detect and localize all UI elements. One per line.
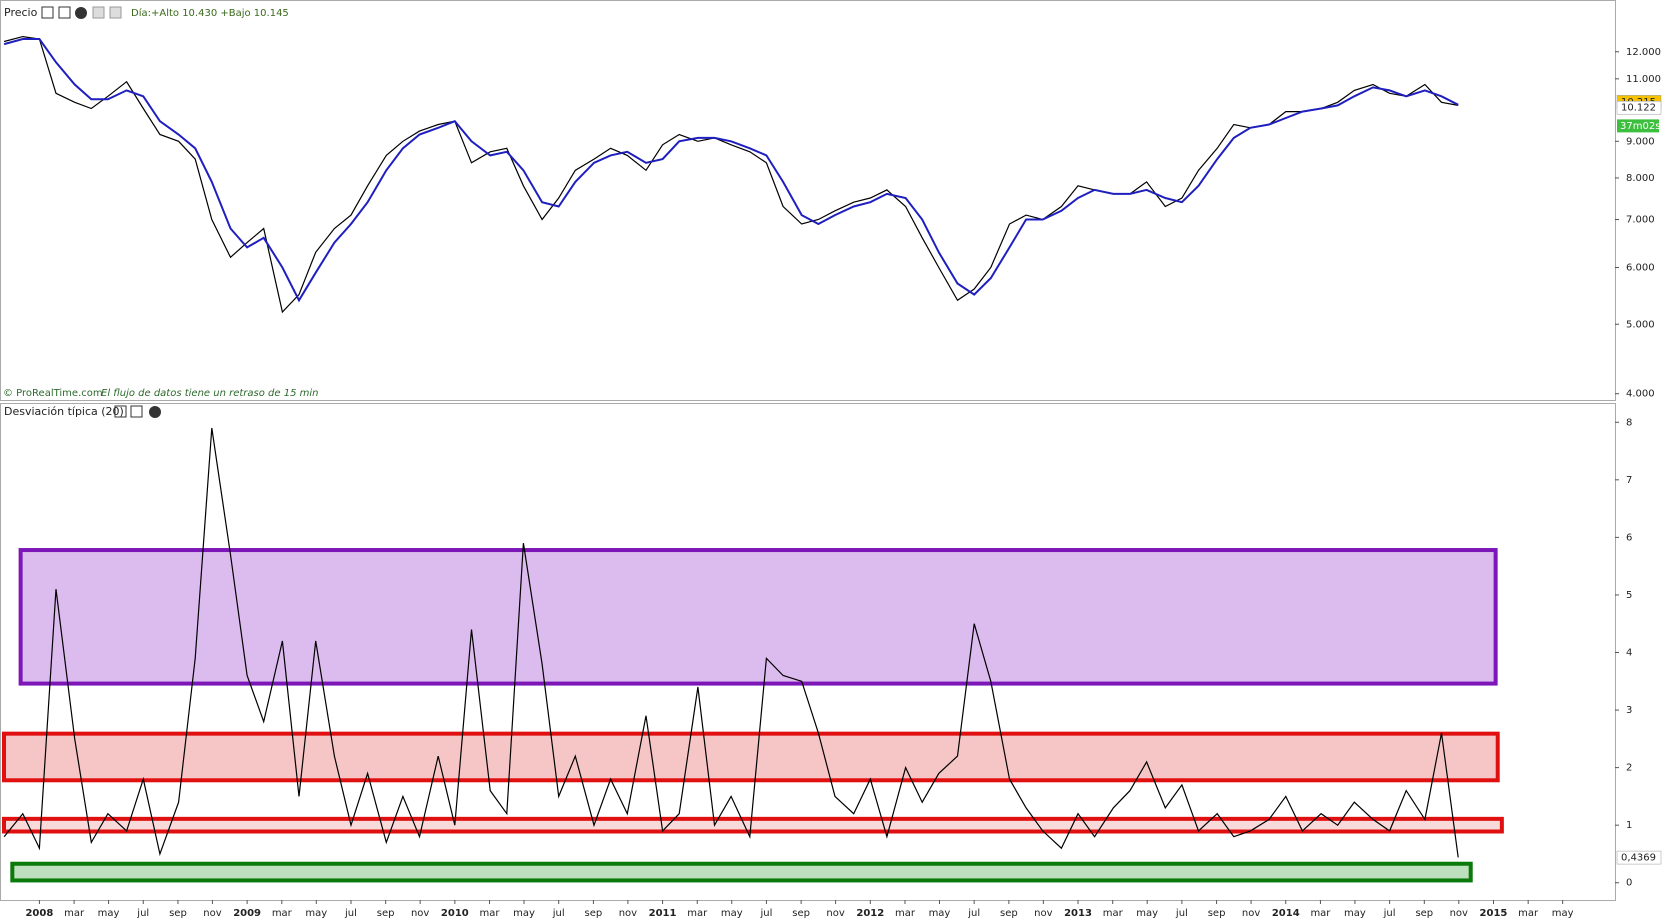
x-tick-label: jul (1383, 908, 1396, 919)
close-icon[interactable] (149, 406, 161, 418)
panel-title: Desviación típica (20) (4, 405, 124, 418)
x-tick-label: may (98, 908, 120, 919)
x-tick-label: sep (792, 908, 810, 919)
series-line (3, 427, 1459, 858)
x-tick-label: 2012 (856, 908, 884, 919)
panel-subtitle: Día:+Alto 10.430 +Bajo 10.145 (131, 7, 289, 19)
y-tick-label: 0 (1626, 878, 1632, 889)
y-tick-label: 8.000 (1626, 173, 1655, 184)
y-tick-label: 5.000 (1626, 319, 1655, 330)
y-tick-label: 2 (1626, 763, 1632, 774)
x-tick-label: 2011 (649, 908, 677, 919)
window-icon[interactable] (58, 6, 71, 19)
last-value-label: 10.122 (1621, 103, 1656, 114)
y-tick-label: 11.000 (1626, 74, 1661, 85)
x-tick-label: may (1136, 908, 1158, 919)
timer-label: 37m02s (1620, 121, 1660, 132)
y-tick-label: 6.000 (1626, 263, 1655, 274)
last-value-box (1616, 100, 1662, 115)
x-tick-label: jul (344, 908, 357, 919)
settings-icon[interactable] (114, 405, 127, 418)
x-tick-label: may (929, 908, 951, 919)
last-value-label: 0,4369 (1621, 853, 1656, 864)
x-tick-label: sep (169, 908, 187, 919)
up-icon[interactable] (92, 6, 105, 19)
zone-band (18, 548, 1498, 686)
x-tick-label: sep (377, 908, 395, 919)
x-tick-label: jul (759, 908, 772, 919)
x-tick-label: mar (272, 908, 293, 919)
x-tick-label: mar (895, 908, 916, 919)
y-tick-label: 12.000 (1626, 47, 1661, 58)
x-tick-label: nov (1450, 908, 1468, 919)
x-tick-label: sep (1208, 908, 1226, 919)
panel-title: Precio (4, 6, 38, 19)
y-tick-label: 4.000 (1626, 389, 1655, 400)
y-tick-label: 7.000 (1626, 215, 1655, 226)
x-tick-label: nov (203, 908, 221, 919)
series-line (3, 35, 1459, 314)
x-tick-label: nov (619, 908, 637, 919)
x-tick-label: mar (1310, 908, 1331, 919)
price-panel-frame (0, 0, 1616, 401)
price-header: Precio Día:+Alto 10.430 +Bajo 10.145 (1, 2, 289, 24)
x-tick-label: nov (1242, 908, 1260, 919)
zone-band (2, 731, 1500, 783)
series-line (3, 38, 1459, 303)
close-icon[interactable] (75, 7, 87, 19)
x-tick-label: nov (826, 908, 844, 919)
x-tick-label: mar (1518, 908, 1539, 919)
x-tick-label: may (513, 908, 535, 919)
x-tick-label: 2014 (1272, 908, 1300, 919)
x-tick-label: may (1344, 908, 1366, 919)
x-tick-label: sep (1000, 908, 1018, 919)
x-tick-label: jul (552, 908, 565, 919)
x-tick-label: nov (411, 908, 429, 919)
window-icon[interactable] (130, 405, 143, 418)
x-tick-label: mar (687, 908, 708, 919)
x-tick-label: jul (967, 908, 980, 919)
x-tick-label: mar (1103, 908, 1124, 919)
y-tick-label: 1 (1626, 820, 1632, 831)
y-tick-label: 4 (1626, 648, 1632, 659)
y-tick-label: 9.000 (1626, 136, 1655, 147)
settings-icon[interactable] (41, 6, 54, 19)
x-tick-label: 2010 (441, 908, 469, 919)
zone-band (10, 861, 1473, 883)
x-tick-label: may (1552, 908, 1574, 919)
y-tick-label: 8 (1626, 417, 1632, 428)
y-tick-label: 6 (1626, 532, 1632, 543)
x-tick-label: 2013 (1064, 908, 1092, 919)
x-tick-label: 2009 (233, 908, 261, 919)
x-tick-label: may (305, 908, 327, 919)
x-tick-label: sep (585, 908, 603, 919)
delay-note: El flujo de datos tiene un retraso de 15… (101, 388, 318, 399)
x-tick-label: 2008 (25, 908, 53, 919)
timer-box (1617, 119, 1659, 133)
indicator-header: Desviación típica (20) (4, 405, 161, 418)
x-tick-label: jul (1175, 908, 1188, 919)
zone-band (2, 816, 1504, 834)
x-tick-label: may (721, 908, 743, 919)
x-tick-label: nov (1034, 908, 1052, 919)
down-icon[interactable] (109, 6, 122, 19)
x-tick-label: jul (136, 908, 149, 919)
last-value-box (1616, 850, 1662, 865)
copyright: © ProRealTime.com (3, 388, 103, 399)
y-tick-label: 7 (1626, 475, 1632, 486)
x-tick-label: mar (480, 908, 501, 919)
y-tick-label: 5 (1626, 590, 1632, 601)
x-tick-label: mar (64, 908, 85, 919)
x-tick-label: 2015 (1480, 908, 1508, 919)
x-tick-label: sep (1415, 908, 1433, 919)
y-tick-label: 3 (1626, 705, 1632, 716)
